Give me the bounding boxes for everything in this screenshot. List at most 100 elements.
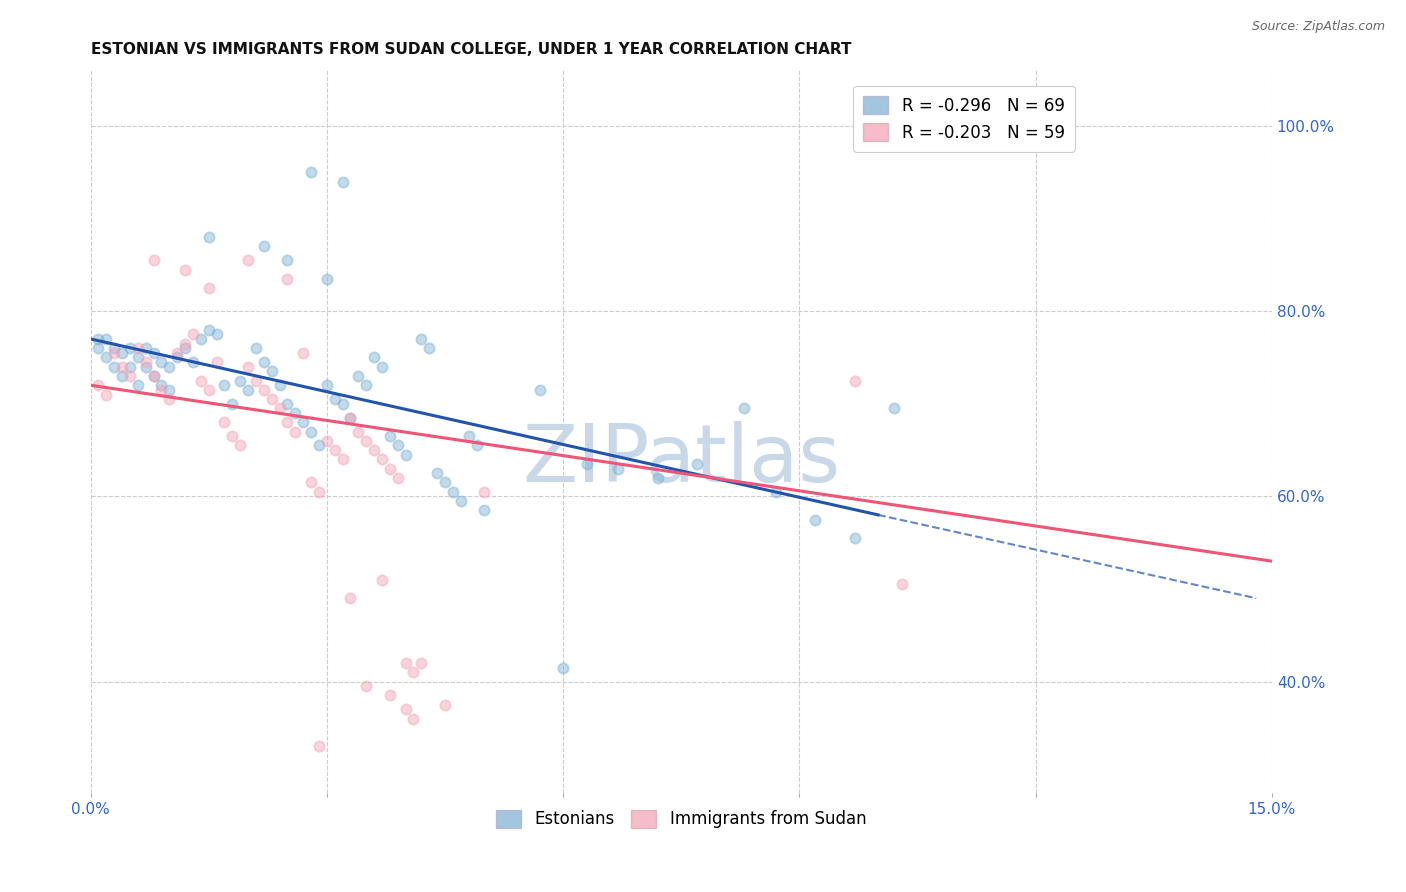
Point: [253, 383, 276, 397]
Point: [166, 346, 188, 360]
Point: [197, 281, 219, 295]
Point: [323, 392, 346, 406]
Point: [142, 369, 165, 384]
Point: [308, 438, 330, 452]
Point: [127, 378, 149, 392]
Point: [347, 425, 370, 439]
Point: [733, 401, 755, 416]
Point: [434, 698, 457, 712]
Point: [157, 359, 180, 374]
Point: [96, 387, 118, 401]
Point: [378, 689, 401, 703]
Point: [236, 383, 259, 397]
Point: [332, 175, 354, 189]
Point: [315, 434, 337, 448]
Point: [371, 573, 394, 587]
Point: [354, 434, 377, 448]
Point: [111, 346, 134, 360]
Point: [276, 272, 298, 286]
Point: [394, 702, 416, 716]
Point: [647, 471, 669, 485]
Point: [363, 443, 385, 458]
Point: [292, 415, 315, 429]
Point: [284, 406, 307, 420]
Point: [411, 656, 433, 670]
Y-axis label: College, Under 1 year: College, Under 1 year: [0, 356, 7, 508]
Point: [332, 452, 354, 467]
Point: [474, 484, 496, 499]
Point: [150, 378, 173, 392]
Point: [245, 374, 267, 388]
Point: [332, 397, 354, 411]
Point: [339, 410, 361, 425]
Point: [394, 448, 416, 462]
Point: [402, 712, 425, 726]
Point: [276, 253, 298, 268]
Point: [441, 484, 464, 499]
Point: [339, 410, 361, 425]
Point: [434, 475, 457, 490]
Point: [190, 374, 212, 388]
Point: [87, 332, 110, 346]
Point: [323, 443, 346, 458]
Point: [575, 457, 598, 471]
Point: [804, 512, 827, 526]
Point: [339, 591, 361, 606]
Point: [276, 415, 298, 429]
Point: [190, 332, 212, 346]
Point: [236, 359, 259, 374]
Point: [299, 165, 322, 179]
Point: [157, 383, 180, 397]
Point: [236, 253, 259, 268]
Point: [96, 351, 118, 365]
Point: [260, 364, 283, 378]
Point: [765, 484, 787, 499]
Point: [197, 230, 219, 244]
Point: [411, 332, 433, 346]
Point: [402, 665, 425, 680]
Point: [354, 679, 377, 693]
Point: [253, 239, 276, 253]
Point: [347, 369, 370, 384]
Point: [135, 359, 157, 374]
Point: [96, 332, 118, 346]
Text: Source: ZipAtlas.com: Source: ZipAtlas.com: [1251, 20, 1385, 33]
Point: [127, 351, 149, 365]
Point: [214, 415, 236, 429]
Point: [118, 359, 141, 374]
Point: [371, 452, 394, 467]
Point: [127, 341, 149, 355]
Point: [883, 401, 905, 416]
Point: [174, 336, 197, 351]
Point: [150, 355, 173, 369]
Point: [197, 383, 219, 397]
Point: [135, 355, 157, 369]
Legend: Estonians, Immigrants from Sudan: Estonians, Immigrants from Sudan: [489, 803, 873, 835]
Point: [607, 461, 630, 475]
Point: [118, 369, 141, 384]
Point: [890, 577, 912, 591]
Point: [308, 484, 330, 499]
Point: [142, 369, 165, 384]
Point: [418, 341, 440, 355]
Text: ESTONIAN VS IMMIGRANTS FROM SUDAN COLLEGE, UNDER 1 YEAR CORRELATION CHART: ESTONIAN VS IMMIGRANTS FROM SUDAN COLLEG…: [90, 42, 851, 57]
Point: [371, 359, 394, 374]
Point: [245, 341, 267, 355]
Point: [221, 397, 243, 411]
Point: [260, 392, 283, 406]
Point: [135, 341, 157, 355]
Point: [174, 341, 197, 355]
Point: [844, 531, 866, 545]
Point: [465, 438, 488, 452]
Point: [299, 425, 322, 439]
Point: [111, 369, 134, 384]
Point: [553, 660, 575, 674]
Point: [378, 461, 401, 475]
Point: [378, 429, 401, 443]
Point: [103, 359, 125, 374]
Point: [450, 494, 472, 508]
Point: [253, 355, 276, 369]
Point: [87, 378, 110, 392]
Point: [205, 327, 228, 342]
Point: [205, 355, 228, 369]
